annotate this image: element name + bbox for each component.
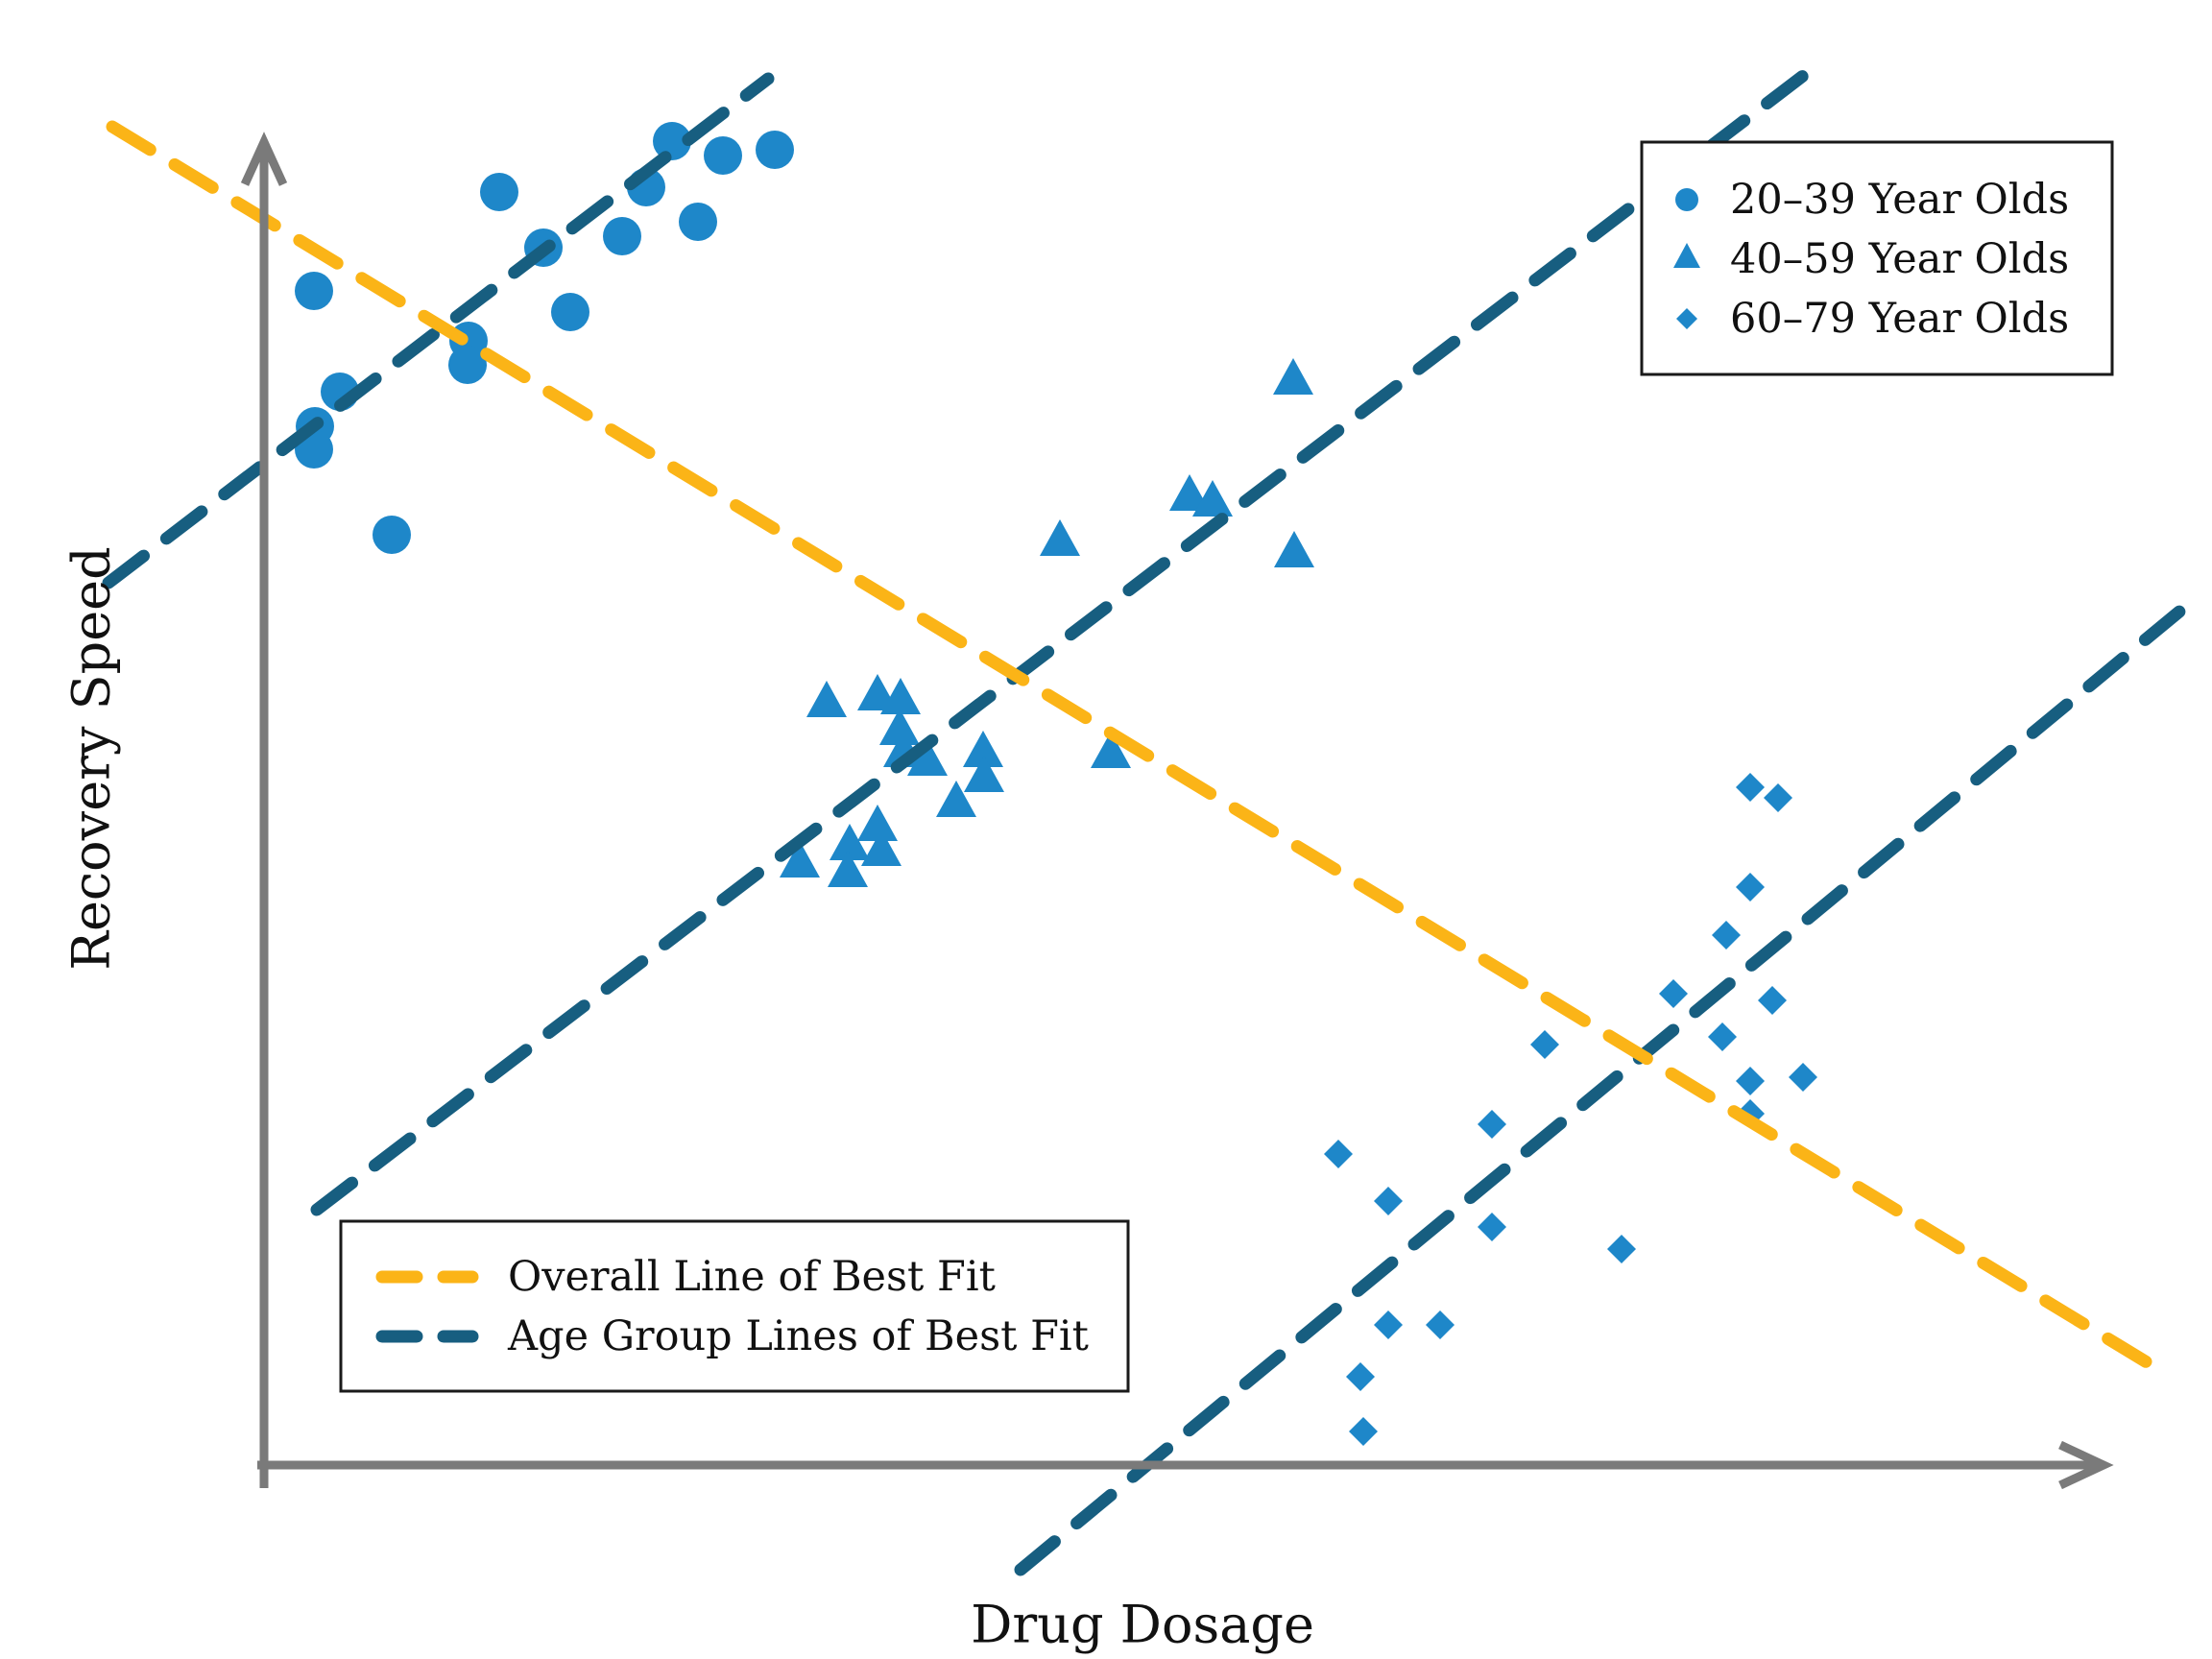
overall-fit-line <box>106 120 2173 1381</box>
fit-lines <box>102 57 2186 1576</box>
legend-markers: 20–39 Year Olds 40–59 Year Olds 60–79 Ye… <box>1640 140 2114 376</box>
scatter-point-circle <box>653 122 691 160</box>
scatter-point-triangle <box>1169 474 1210 511</box>
scatter-point-diamond <box>1712 921 1741 950</box>
scatter-point-triangle <box>828 851 868 887</box>
legend-item-circle: 20–39 Year Olds <box>1675 176 2069 224</box>
scatter-point-circle <box>295 272 333 310</box>
series-diamond <box>1324 773 1817 1446</box>
scatter-point-diamond <box>1324 1140 1353 1168</box>
scatter-point-diamond <box>1659 979 1688 1008</box>
scatter-point-triangle <box>880 678 921 714</box>
legend-item-label: Age Group Lines of Best Fit <box>507 1312 1089 1360</box>
scatter-point-diamond <box>1478 1110 1506 1139</box>
scatter-point-diamond <box>1346 1362 1375 1391</box>
x-axis-label: Drug Dosage <box>971 1595 1314 1655</box>
scatter-point-triangle <box>1274 531 1314 567</box>
axis-labels: Drug Dosage Recovery Speed <box>61 546 1314 1654</box>
scatter-point-circle <box>448 346 487 384</box>
scatter-point-diamond <box>1374 1310 1403 1339</box>
scatter-point-diamond <box>1736 873 1765 902</box>
scatter-point-circle <box>551 293 589 331</box>
legend-item-label: 20–39 Year Olds <box>1730 176 2069 224</box>
scatter-point-circle <box>679 203 717 241</box>
legend-item-diamond: 60–79 Year Olds <box>1676 295 2069 343</box>
scatter-point-diamond <box>1349 1417 1378 1446</box>
scatter-point-circle <box>756 131 794 169</box>
scatter-point-circle <box>373 516 411 554</box>
legend-item-group-line: Age Group Lines of Best Fit <box>375 1312 1089 1360</box>
y-axis-label: Recovery Speed <box>61 546 122 970</box>
axes <box>240 132 2114 1490</box>
scatter-point-triangle <box>1273 358 1313 395</box>
scatter-point-triangle <box>1040 519 1080 556</box>
scatter-point-diamond <box>1789 1063 1817 1092</box>
scatter-point-circle <box>603 217 641 255</box>
x-axis-arrowhead-icon <box>2058 1440 2114 1490</box>
scatter-point-triangle <box>964 756 1004 792</box>
scatter-point-triangle <box>936 781 976 817</box>
legend-item-label: 60–79 Year Olds <box>1730 295 2069 343</box>
scatter-point-triangle <box>861 830 902 866</box>
scatter-point-diamond <box>1736 773 1765 802</box>
scatter-point-circle <box>480 173 518 211</box>
series-circle <box>295 122 794 554</box>
series-triangle <box>780 358 1314 887</box>
scatter-point-triangle <box>907 739 948 776</box>
scatter-point-diamond <box>1708 1022 1737 1051</box>
legend-lines-box <box>339 1219 1130 1393</box>
legend-lines: Overall Line of Best Fit Age Group Lines… <box>339 1219 1130 1393</box>
scatter-point-triangle <box>879 709 920 745</box>
legend-item-overall-line: Overall Line of Best Fit <box>375 1253 996 1301</box>
scatter-point-triangle <box>830 824 870 860</box>
scatter-point-triangle <box>1091 732 1131 768</box>
scatter-point-triangle <box>806 681 847 717</box>
diamond-marker-icon <box>1676 308 1697 329</box>
scatter-point-diamond <box>1478 1213 1506 1241</box>
group-fit-line-2 <box>310 57 1826 1216</box>
scatter-point-diamond <box>1736 1067 1765 1095</box>
triangle-marker-icon <box>1673 243 1700 268</box>
scatter-point-diamond <box>1374 1187 1403 1215</box>
scatter-point-triangle <box>1192 480 1233 517</box>
scatter-point-circle <box>704 136 742 175</box>
scatter-point-diamond <box>1764 783 1792 812</box>
circle-marker-icon <box>1675 188 1698 211</box>
legend-item-label: Overall Line of Best Fit <box>508 1253 996 1301</box>
scatter-point-diamond <box>1607 1235 1636 1263</box>
legend-item-triangle: 40–59 Year Olds <box>1673 235 2069 283</box>
scatter-point-diamond <box>1530 1030 1559 1059</box>
scatter-point-triangle <box>857 805 898 841</box>
y-axis-arrowhead-icon <box>240 132 288 186</box>
scatter-point-diamond <box>1758 986 1787 1015</box>
scatter-point-diamond <box>1426 1310 1455 1339</box>
scatter-point-triangle <box>963 731 1003 767</box>
legend-markers-box <box>1640 140 2114 376</box>
legend-item-label: 40–59 Year Olds <box>1730 235 2069 283</box>
group-fit-line-3 <box>1014 605 2186 1576</box>
scatter-point-triangle <box>780 841 820 878</box>
